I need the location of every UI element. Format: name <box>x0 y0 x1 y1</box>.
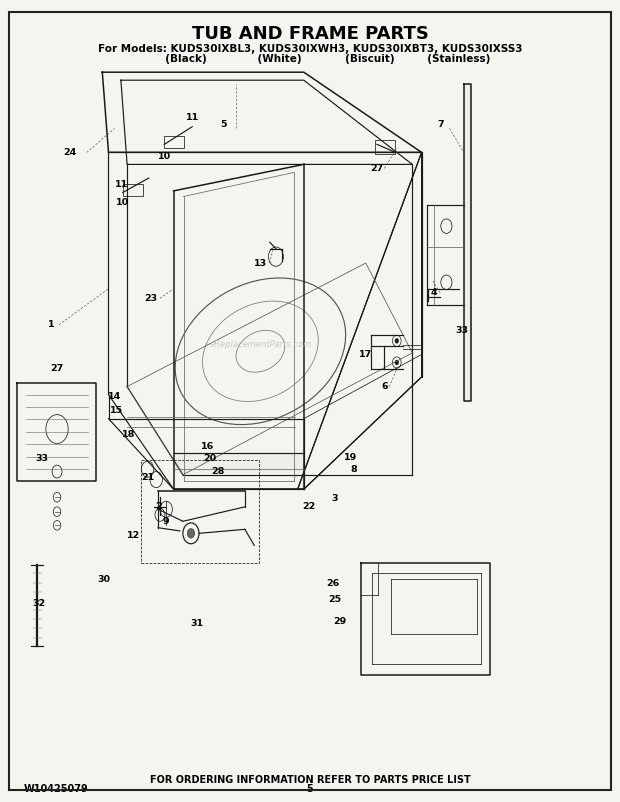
Text: FOR ORDERING INFORMATION REFER TO PARTS PRICE LIST: FOR ORDERING INFORMATION REFER TO PARTS … <box>149 775 471 784</box>
Text: 6: 6 <box>381 382 388 391</box>
Text: 28: 28 <box>211 467 225 476</box>
Text: 10: 10 <box>157 152 171 161</box>
Text: 11: 11 <box>185 113 199 123</box>
Bar <box>123 184 143 196</box>
Text: 33: 33 <box>456 326 468 335</box>
Text: 29: 29 <box>333 617 347 626</box>
Bar <box>164 136 184 148</box>
Text: 16: 16 <box>201 442 215 452</box>
Text: 31: 31 <box>190 619 204 629</box>
Text: 30: 30 <box>98 574 110 584</box>
Text: 9: 9 <box>163 516 169 526</box>
Text: 21: 21 <box>141 472 154 482</box>
Polygon shape <box>174 453 304 473</box>
Text: eReplacementParts.com: eReplacementParts.com <box>210 340 311 350</box>
Text: 18: 18 <box>122 430 136 439</box>
Text: For Models: KUDS30IXBL3, KUDS30IXWH3, KUDS30IXBT3, KUDS30IXSS3: For Models: KUDS30IXBL3, KUDS30IXWH3, KU… <box>98 44 522 54</box>
Text: 26: 26 <box>326 579 340 589</box>
Text: 4: 4 <box>431 288 437 298</box>
Text: 20: 20 <box>203 454 216 464</box>
Text: 5: 5 <box>220 119 226 129</box>
Text: 13: 13 <box>254 258 267 268</box>
Text: 25: 25 <box>328 595 342 605</box>
Text: 5: 5 <box>307 784 313 794</box>
Text: 27: 27 <box>50 364 64 374</box>
Text: (Black)              (White)            (Biscuit)         (Stainless): (Black) (White) (Biscuit) (Stainless) <box>130 55 490 64</box>
Circle shape <box>187 529 195 538</box>
Text: W10425079: W10425079 <box>24 784 88 794</box>
Bar <box>375 140 395 154</box>
Text: 2: 2 <box>155 502 161 512</box>
Text: 32: 32 <box>32 598 45 608</box>
Text: 11: 11 <box>115 180 128 189</box>
Text: 33: 33 <box>36 454 48 464</box>
Text: 15: 15 <box>110 406 123 415</box>
Text: 27: 27 <box>370 164 384 173</box>
Text: 3: 3 <box>332 494 338 504</box>
Circle shape <box>395 338 399 343</box>
Text: 22: 22 <box>302 502 316 512</box>
Text: 23: 23 <box>144 294 157 303</box>
Circle shape <box>395 360 399 365</box>
Polygon shape <box>464 84 471 401</box>
Text: 1: 1 <box>48 320 55 330</box>
Text: 24: 24 <box>63 148 76 157</box>
Text: 10: 10 <box>116 197 130 207</box>
Bar <box>141 460 259 563</box>
Text: TUB AND FRAME PARTS: TUB AND FRAME PARTS <box>192 26 428 43</box>
Text: 12: 12 <box>126 531 140 541</box>
Text: 14: 14 <box>108 392 122 402</box>
Text: 8: 8 <box>350 464 356 474</box>
Text: 17: 17 <box>359 350 373 359</box>
Text: 19: 19 <box>343 452 357 462</box>
Text: 7: 7 <box>437 119 443 129</box>
